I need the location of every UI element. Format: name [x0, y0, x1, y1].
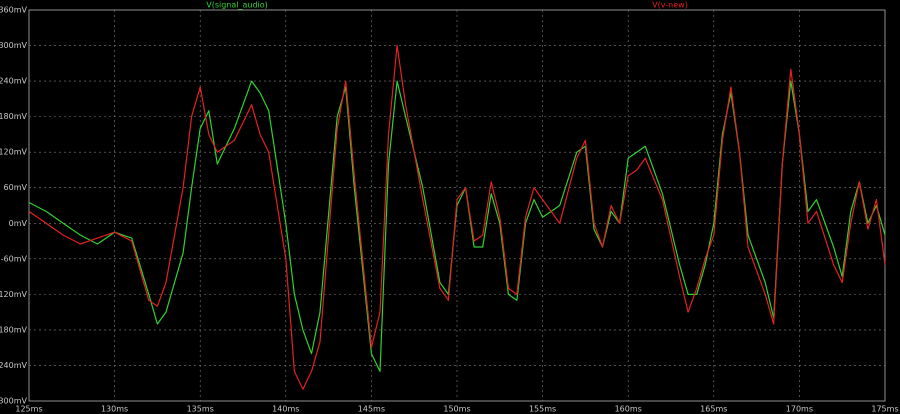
x-tick-label: 125ms [15, 405, 42, 414]
y-tick-label: 180mV [0, 112, 28, 121]
y-tick-label: -180mV [0, 325, 28, 334]
x-tick-label: 135ms [187, 405, 214, 414]
legend-entry: V(v-new) [652, 1, 688, 10]
x-tick-label: 140ms [272, 405, 299, 414]
x-tick-label: 130ms [101, 405, 128, 414]
y-tick-label: -300mV [0, 397, 28, 406]
x-tick-label: 155ms [529, 405, 556, 414]
x-tick-label: 150ms [443, 405, 470, 414]
y-tick-label: 60mV [4, 183, 28, 192]
x-tick-label: 170ms [786, 405, 813, 414]
y-tick-label: 0mV [9, 219, 28, 228]
x-tick-label: 175ms [871, 405, 898, 414]
y-tick-label: -240mV [0, 361, 28, 370]
x-tick-label: 145ms [358, 405, 385, 414]
x-tick-label: 160ms [615, 405, 642, 414]
y-tick-label: 120mV [0, 148, 28, 157]
y-tick-label: 300mV [0, 41, 28, 50]
y-tick-label: -120mV [0, 290, 28, 299]
y-tick-label: -60mV [1, 254, 28, 263]
x-tick-label: 165ms [700, 405, 727, 414]
series-line [28, 44, 886, 390]
y-tick-label: 240mV [0, 77, 28, 86]
plot-frame [28, 9, 886, 402]
y-tick-label: 360mV [0, 6, 28, 15]
series-line [28, 80, 886, 372]
legend-entry: V(signal_audio) [206, 1, 268, 10]
